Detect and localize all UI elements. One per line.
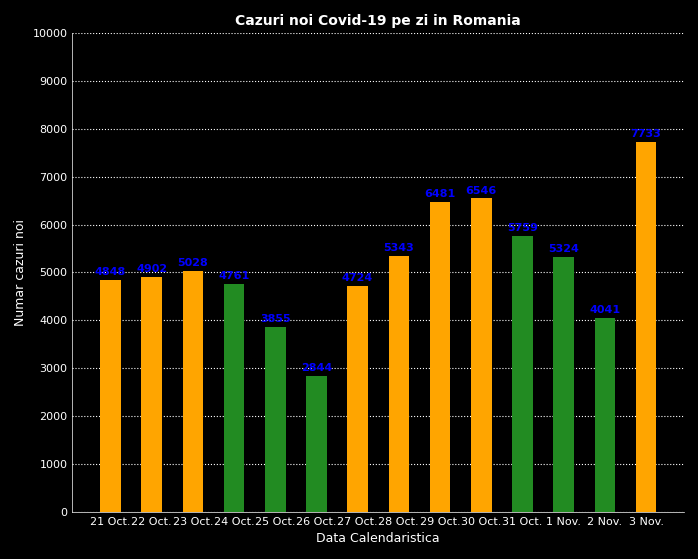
- Bar: [306, 376, 327, 511]
- Bar: [471, 198, 491, 511]
- Bar: [389, 256, 409, 511]
- Text: 6546: 6546: [466, 186, 497, 196]
- Bar: [348, 286, 368, 511]
- X-axis label: Data Calendaristica: Data Calendaristica: [316, 532, 440, 545]
- Bar: [636, 141, 656, 511]
- Text: 4848: 4848: [95, 267, 126, 277]
- Text: 4902: 4902: [136, 264, 168, 274]
- Text: 3855: 3855: [260, 314, 290, 324]
- Bar: [182, 271, 203, 511]
- Bar: [595, 318, 615, 511]
- Y-axis label: Numar cazuri noi: Numar cazuri noi: [14, 219, 27, 326]
- Text: 2844: 2844: [301, 363, 332, 373]
- Bar: [512, 236, 533, 511]
- Title: Cazuri noi Covid-19 pe zi in Romania: Cazuri noi Covid-19 pe zi in Romania: [235, 14, 521, 28]
- Text: 7733: 7733: [630, 129, 662, 139]
- Text: 5343: 5343: [383, 243, 414, 253]
- Bar: [430, 202, 450, 511]
- Text: 6481: 6481: [424, 189, 456, 199]
- Text: 5759: 5759: [507, 223, 538, 233]
- Bar: [554, 257, 574, 511]
- Text: 4041: 4041: [589, 305, 621, 315]
- Bar: [141, 277, 162, 511]
- Text: 4724: 4724: [342, 273, 373, 283]
- Text: 5028: 5028: [177, 258, 208, 268]
- Text: 4761: 4761: [218, 271, 250, 281]
- Bar: [224, 284, 244, 511]
- Text: 5324: 5324: [548, 244, 579, 254]
- Bar: [265, 327, 285, 511]
- Bar: [100, 280, 121, 511]
